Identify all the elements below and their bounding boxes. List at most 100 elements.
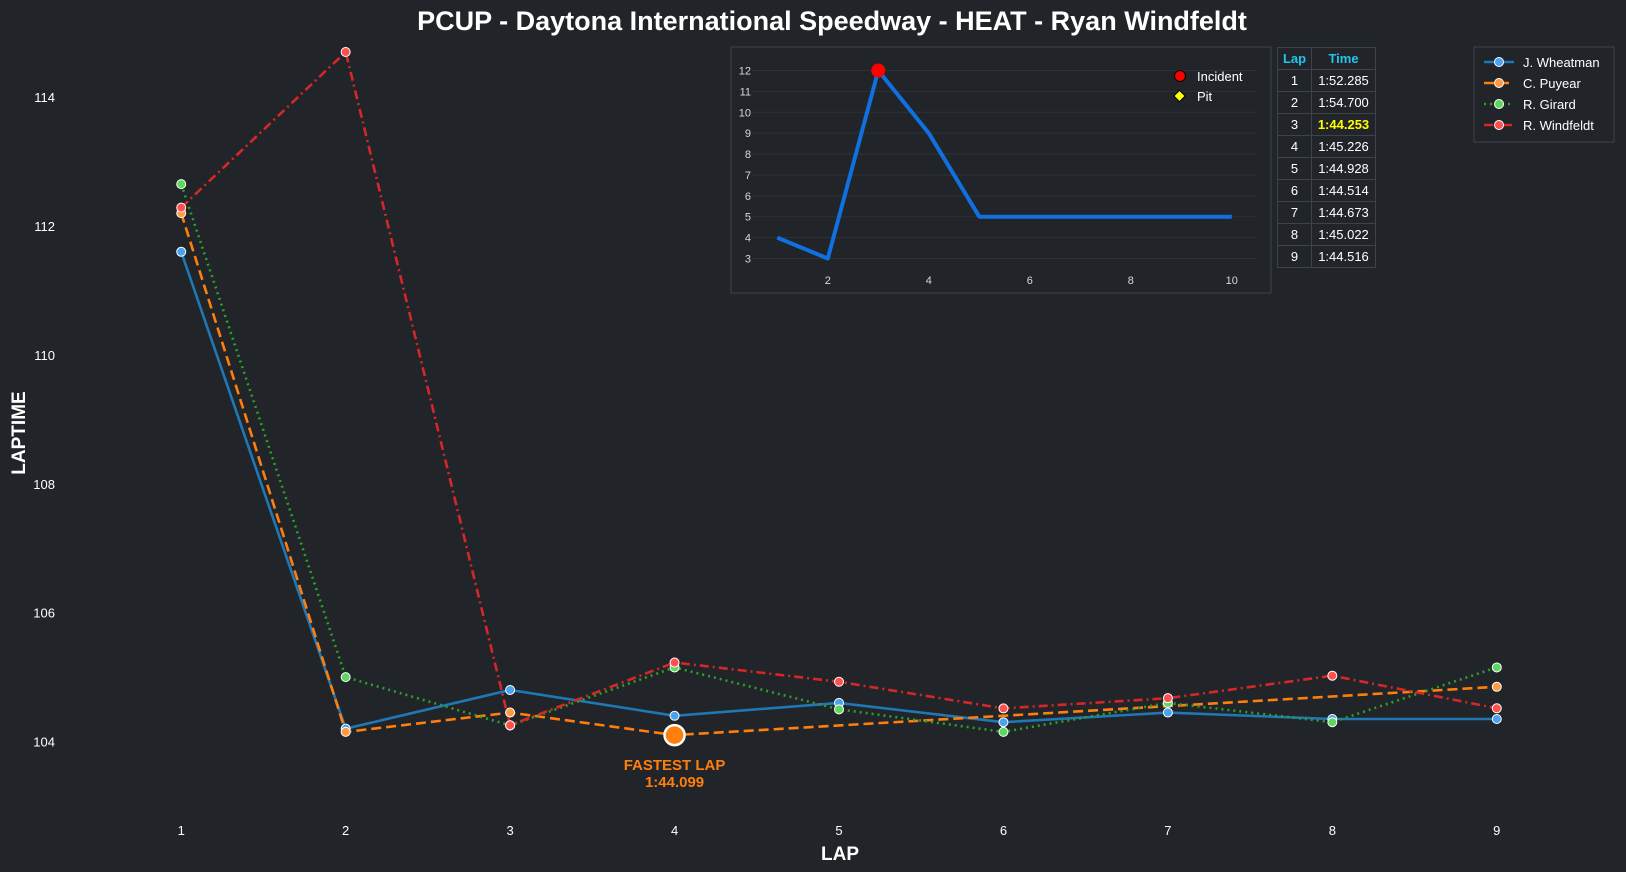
series-point	[340, 726, 351, 737]
inset-y-tick: 4	[745, 233, 751, 245]
pit-legend-marker	[1173, 89, 1186, 103]
lap-number: 1	[1277, 69, 1312, 92]
inset-x-tick: 2	[825, 275, 831, 287]
inset-y-tick: 6	[745, 191, 751, 203]
time-column-header: Time	[1311, 47, 1376, 70]
lap-number: 9	[1277, 245, 1312, 268]
series-point	[340, 672, 351, 683]
lap-column-header: Lap	[1277, 47, 1312, 70]
x-tick-label: 7	[1164, 823, 1171, 838]
legend-label: C. Puyear	[1523, 76, 1581, 91]
series-point	[669, 657, 680, 668]
lap-time: 1:44.253	[1311, 113, 1376, 136]
inset-frame	[730, 46, 1272, 294]
series-point	[176, 246, 187, 257]
inset-incident-markers	[871, 63, 886, 78]
x-axis-label: LAP	[821, 844, 859, 865]
fastest-lap-annotation: FASTEST LAP 1:44.099	[624, 723, 726, 791]
series-point	[1491, 681, 1502, 692]
series-point	[1491, 662, 1502, 673]
fastest-lap-value: 1:44.099	[645, 774, 704, 791]
main-series-markers	[176, 47, 1502, 741]
series-point	[505, 720, 516, 731]
legend-marker	[1494, 57, 1504, 67]
legend-label: R. Windfeldt	[1523, 118, 1594, 133]
series-point	[1327, 670, 1338, 681]
lap-row: 4 1:45.226	[1277, 135, 1376, 158]
incident-legend-marker	[1174, 70, 1186, 82]
lap-number: 5	[1277, 157, 1312, 180]
inset-legend: Incident Pit	[1173, 69, 1243, 104]
x-tick-label: 1	[178, 823, 185, 838]
y-tick-label: 108	[33, 477, 55, 492]
series-point	[505, 707, 516, 718]
x-tick-label: 3	[506, 823, 513, 838]
series-point	[1491, 703, 1502, 714]
main-legend: J. Wheatman C. Puyear R. Girard R. Windfeld…	[1473, 46, 1615, 143]
lap-time: 1:52.285	[1311, 69, 1376, 92]
lap-number: 8	[1277, 223, 1312, 246]
legend-label: R. Girard	[1523, 97, 1576, 112]
fastest-lap-marker	[663, 723, 686, 747]
pit-legend-label: Pit	[1197, 89, 1213, 104]
x-tick-label: 6	[1000, 823, 1007, 838]
series-line	[179, 251, 1497, 731]
series-point	[176, 179, 187, 190]
x-tick-label: 8	[1329, 823, 1336, 838]
lap-row: 1 1:52.285	[1277, 69, 1376, 92]
series-point	[1162, 707, 1173, 718]
series-point	[998, 703, 1009, 714]
legend-marker	[1494, 120, 1504, 130]
x-tick-label: 9	[1493, 823, 1500, 838]
incident-marker	[871, 63, 886, 78]
lap-time-table: Lap Time 1 1:52.285 2 1:54.700 3 1:44.253 4 1:4…	[1277, 47, 1376, 268]
x-tick-label: 2	[342, 823, 349, 838]
inset-position-line	[776, 68, 1232, 261]
inset-x-tick: 4	[926, 275, 932, 287]
inset-x-tick: 8	[1128, 275, 1134, 287]
series-point	[998, 717, 1009, 728]
series-point	[505, 685, 516, 695]
fastest-lap-label: FASTEST LAP	[624, 757, 726, 774]
inset-y-tick: 12	[739, 66, 751, 78]
inset-axis-ticks: 3 4 5 6 7 8 9 10 11 12 2 4 6 8 10	[739, 66, 1238, 287]
lap-row: 7 1:44.673	[1277, 201, 1376, 224]
inset-y-tick: 3	[745, 253, 751, 265]
inset-y-tick: 5	[745, 212, 751, 224]
lap-number: 3	[1277, 113, 1312, 136]
lap-time: 1:44.673	[1311, 201, 1376, 224]
y-tick-label: 104	[33, 735, 55, 750]
x-tick-label: 4	[671, 823, 678, 838]
lap-number: 2	[1277, 91, 1312, 114]
lap-time: 1:45.226	[1311, 135, 1376, 158]
lap-row: 2 1:54.700	[1277, 91, 1376, 114]
series-point	[834, 676, 844, 687]
inset-x-tick: 6	[1027, 275, 1033, 287]
lap-row: 8 1:45.022	[1277, 223, 1376, 246]
y-axis-label: LAPTIME	[9, 391, 30, 474]
lap-time: 1:44.514	[1311, 179, 1376, 202]
y-tick-label: 114	[34, 90, 55, 105]
y-tick-label: 112	[34, 219, 55, 234]
series-point	[1491, 714, 1502, 724]
lap-number: 4	[1277, 135, 1312, 158]
position-inset-chart: 3 4 5 6 7 8 9 10 11 12 2 4 6 8 10 Incident Pit	[730, 46, 1272, 294]
inset-y-tick: 9	[745, 128, 751, 140]
series-point	[1162, 693, 1173, 704]
inset-y-tick: 7	[745, 170, 751, 182]
series-point	[340, 47, 351, 57]
chart-title: PCUP - Daytona International Speedway - …	[417, 6, 1247, 36]
inset-y-tick: 10	[739, 107, 751, 119]
lap-time: 1:44.928	[1311, 157, 1376, 180]
y-tick-label: 106	[33, 606, 55, 621]
lap-time: 1:44.516	[1311, 245, 1376, 268]
series-point	[669, 710, 680, 721]
inset-y-tick: 8	[745, 149, 751, 161]
legend-label: J. Wheatman	[1523, 55, 1600, 70]
incident-legend-label: Incident	[1197, 69, 1243, 84]
series-point	[834, 704, 844, 715]
inset-x-tick: 10	[1226, 275, 1238, 287]
x-tick-label: 5	[835, 823, 842, 838]
